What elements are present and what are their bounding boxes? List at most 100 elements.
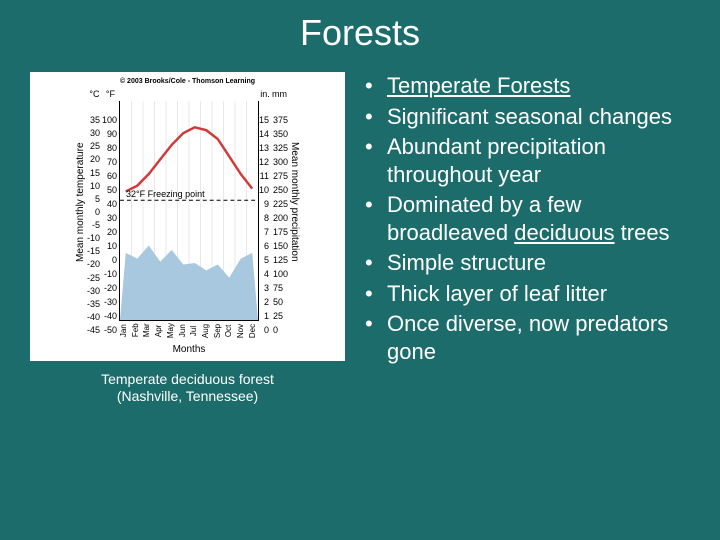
tick-label: 325 — [273, 143, 288, 153]
tick-label: 14 — [259, 129, 269, 139]
tick-label: 50 — [102, 185, 117, 195]
bullet-list: Temperate Forests Significant seasonal ch… — [365, 72, 690, 365]
tick-label: 5 — [259, 255, 269, 265]
tick-label: 0 — [273, 325, 288, 335]
unit-mm: mm — [271, 87, 288, 101]
tick-label: -30 — [102, 297, 117, 307]
right-column: Temperate Forests Significant seasonal ch… — [365, 72, 690, 405]
freezing-label: 32°F Freezing point — [126, 189, 205, 199]
tick-label: 40 — [102, 199, 117, 209]
month-tick: Apr — [154, 323, 165, 338]
bullet-item: Significant seasonal changes — [365, 103, 690, 131]
tick-label: 6 — [259, 241, 269, 251]
bullet-item: Thick layer of leaf litter — [365, 280, 690, 308]
left-axis-label: Mean monthly temperature — [74, 87, 87, 317]
month-ticks: JanFebMarAprMayJunJulAugSepOctNovDec — [119, 323, 259, 338]
slide: Forests © 2003 Brooks/Cole - Thomson Lea… — [0, 0, 720, 540]
tick-label: 1 — [259, 311, 269, 321]
month-tick: Feb — [131, 323, 142, 338]
bullet-item: Dominated by a few broadleaved deciduous… — [365, 191, 690, 246]
unit-f: °F — [102, 87, 119, 101]
month-tick: Jul — [189, 323, 200, 338]
bullet-item: Once diverse, now predators gone — [365, 310, 690, 365]
ticks-c: 35302520151050-5-10-15-20-25-30-35-40-45 — [87, 101, 102, 335]
caption-line-1: Temperate deciduous forest — [101, 371, 274, 387]
tick-label: 20 — [87, 154, 100, 164]
tick-label: 25 — [273, 311, 288, 321]
tick-label: 50 — [273, 297, 288, 307]
tick-label: 0 — [259, 325, 269, 335]
month-tick: Nov — [236, 323, 247, 338]
tick-label: 25 — [87, 141, 100, 151]
tick-label: 12 — [259, 157, 269, 167]
month-tick: Mar — [142, 323, 153, 338]
month-tick: May — [166, 323, 177, 338]
tick-label: 20 — [102, 227, 117, 237]
content-row: © 2003 Brooks/Cole - Thomson Learning Me… — [30, 72, 690, 405]
tick-label: 100 — [102, 115, 117, 125]
plot-area: 32°F Freezing point — [119, 101, 259, 321]
ticks-mm: 3753503253002752502252001751501251007550… — [271, 101, 288, 335]
tick-label: -40 — [102, 311, 117, 321]
c-ticks-col: °C 35302520151050-5-10-15-20-25-30-35-40… — [87, 87, 102, 335]
tick-label: 8 — [259, 213, 269, 223]
tick-label: 0 — [102, 255, 117, 265]
chart-copyright: © 2003 Brooks/Cole - Thomson Learning — [36, 78, 339, 85]
tick-label: 250 — [273, 185, 288, 195]
tick-label: 9 — [259, 199, 269, 209]
month-tick: Jun — [178, 323, 189, 338]
bullet-item: Abundant precipitation throughout year — [365, 133, 690, 188]
in-ticks-col: in. 1514131211109876543210 — [259, 87, 271, 335]
tick-label: 10 — [87, 181, 100, 191]
chart-caption: Temperate deciduous forest (Nashville, T… — [30, 371, 345, 405]
tick-label: -10 — [87, 233, 100, 243]
tick-label: 15 — [87, 168, 100, 178]
bullet-item: Temperate Forests — [365, 72, 690, 100]
tick-label: -35 — [87, 299, 100, 309]
tick-label: 13 — [259, 143, 269, 153]
tick-label: 7 — [259, 227, 269, 237]
tick-label: 90 — [102, 129, 117, 139]
month-tick: Aug — [201, 323, 212, 338]
tick-label: -45 — [87, 325, 100, 335]
tick-label: -40 — [87, 312, 100, 322]
tick-label: 125 — [273, 255, 288, 265]
tick-label: 200 — [273, 213, 288, 223]
plot-svg — [120, 101, 258, 320]
climograph-body: Mean monthly temperature °C 353025201510… — [36, 87, 339, 355]
tick-label: 5 — [87, 194, 100, 204]
left-column: © 2003 Brooks/Cole - Thomson Learning Me… — [30, 72, 345, 405]
tick-label: 10 — [259, 185, 269, 195]
tick-label: -5 — [87, 220, 100, 230]
month-tick: Dec — [248, 323, 259, 338]
ticks-f: 1009080706050403020100-10-20-30-40-50 — [102, 101, 119, 335]
month-tick: Oct — [224, 323, 235, 338]
tick-label: 10 — [102, 241, 117, 251]
mm-ticks-col: mm 3753503253002752502252001751501251007… — [271, 87, 288, 335]
plot-col: 32°F Freezing point JanFebMarAprMayJunJu… — [119, 87, 259, 355]
ticks-in: 1514131211109876543210 — [259, 101, 271, 335]
tick-label: 3 — [259, 283, 269, 293]
tick-label: 300 — [273, 157, 288, 167]
tick-label: 35 — [87, 115, 100, 125]
unit-in: in. — [259, 87, 271, 101]
tick-label: -20 — [102, 283, 117, 293]
tick-label: 75 — [273, 283, 288, 293]
tick-label: 11 — [259, 171, 269, 181]
tick-label: 70 — [102, 157, 117, 167]
tick-label: 225 — [273, 199, 288, 209]
tick-label: -25 — [87, 273, 100, 283]
tick-label: 275 — [273, 171, 288, 181]
tick-label: -30 — [87, 286, 100, 296]
tick-label: 15 — [259, 115, 269, 125]
tick-label: 100 — [273, 269, 288, 279]
tick-label: 150 — [273, 241, 288, 251]
tick-label: 80 — [102, 143, 117, 153]
tick-label: -20 — [87, 259, 100, 269]
bullet-item: Simple structure — [365, 249, 690, 277]
slide-title: Forests — [30, 12, 690, 54]
tick-label: 60 — [102, 171, 117, 181]
tick-label: -10 — [102, 269, 117, 279]
climograph-chart: © 2003 Brooks/Cole - Thomson Learning Me… — [30, 72, 345, 361]
f-ticks-col: °F 1009080706050403020100-10-20-30-40-50 — [102, 87, 119, 335]
